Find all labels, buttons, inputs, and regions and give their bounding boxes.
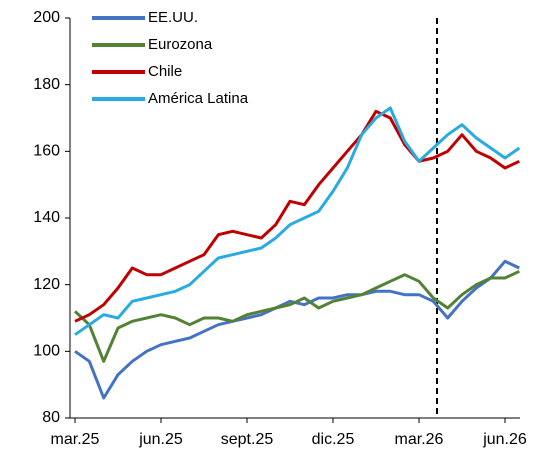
series-line (74, 259, 520, 400)
y-tick-label: 200 (33, 9, 60, 26)
series-line (73, 269, 520, 363)
y-tick-label: 80 (42, 409, 60, 426)
x-tick-label: jun.25 (138, 431, 183, 448)
y-tick-label: 160 (33, 143, 60, 160)
x-tick-label: mar.26 (395, 431, 444, 448)
x-tick-label: jun.26 (482, 431, 527, 448)
y-tick-label: 180 (33, 76, 60, 93)
legend-text: América Latina (148, 90, 249, 107)
x-tick-label: mar.25 (51, 431, 100, 448)
x-tick-label: sept.25 (221, 431, 274, 448)
legend-text: Chile (148, 63, 182, 80)
y-tick-label: 100 (33, 343, 60, 360)
x-tick-label: dic.25 (312, 431, 355, 448)
series-line (74, 109, 520, 323)
legend-text: EE.UU. (148, 9, 198, 26)
legend-text: Eurozona (148, 36, 213, 53)
y-tick-label: 120 (33, 276, 60, 293)
y-tick-label: 140 (33, 209, 60, 226)
series-line (74, 106, 521, 336)
